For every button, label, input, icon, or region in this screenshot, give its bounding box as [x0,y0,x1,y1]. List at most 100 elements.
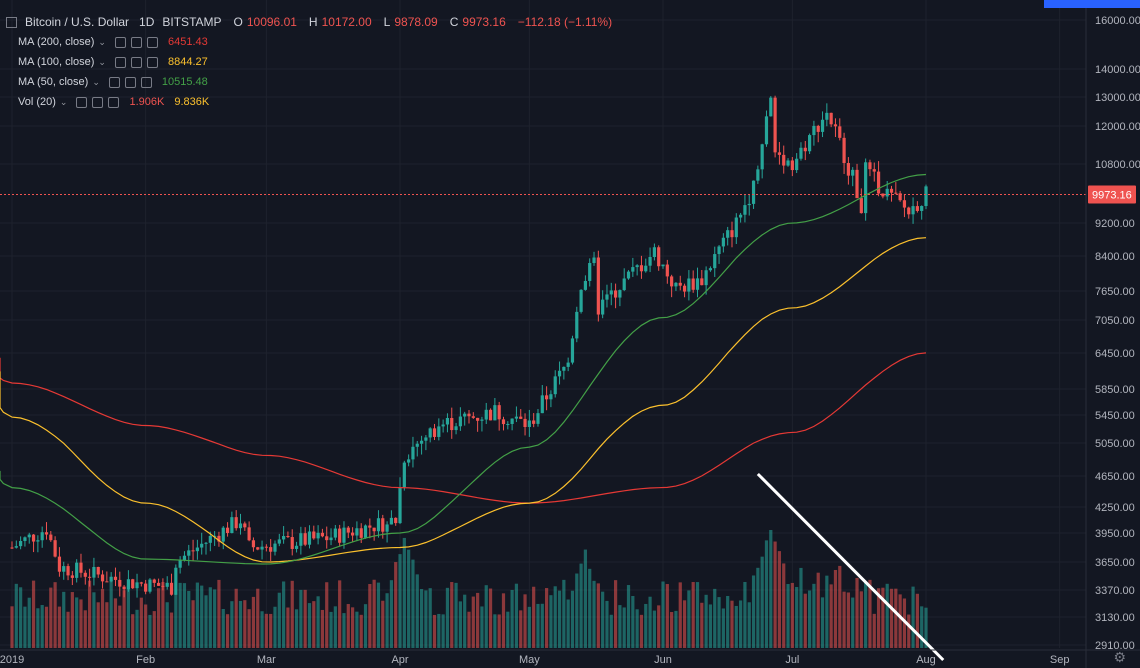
volume-bar [217,579,221,648]
candle-body [174,567,178,595]
candle-body [23,537,27,542]
candle-body [506,423,510,425]
chevron-down-icon[interactable]: ⌄ [98,37,106,47]
volume-bar [782,563,786,648]
candle-body [273,543,277,552]
indicator-value: 8844.27 [167,56,208,68]
settings-icon[interactable] [130,56,142,68]
volume-bar [338,580,342,648]
volume-bar [174,593,178,648]
volume-bar [273,606,277,648]
volume-bar [432,614,437,648]
eye-icon[interactable] [76,96,88,108]
candle-body [661,264,665,267]
candle-body [894,192,898,194]
chevron-down-icon[interactable]: ⌄ [92,77,100,87]
low-value: 9878.09 [394,15,438,29]
change-value: −112.18 (−1.11%) [517,15,613,29]
candle-body [751,180,756,204]
close-icon[interactable] [140,76,152,88]
candle-body [221,527,225,542]
indicator-ma200[interactable]: MA (200, close) ⌄ 6451.43 [6,32,612,52]
settings-icon[interactable] [124,76,136,88]
price-axis-tick: 12000.00 [1095,121,1140,133]
collapse-icon[interactable] [6,16,17,28]
candle-body [626,271,631,279]
chevron-down-icon[interactable]: ⌄ [59,97,68,107]
close-icon[interactable] [146,36,158,48]
candle-body [657,247,661,267]
volume-bar [316,596,320,648]
volume-bar [894,588,898,648]
candle-body [838,126,842,138]
price-axis-tick: 5050.00 [1095,438,1135,450]
candle-body [898,193,902,201]
volume-bar [320,609,325,648]
volume-bar [868,579,872,648]
last-price-tag [1088,185,1136,204]
candle-body [708,268,713,271]
volume-bar [169,612,174,648]
volume-bar [83,610,87,648]
candle-body [786,160,790,166]
candle-body [376,518,381,532]
volume-bar [902,598,907,648]
settings-icon[interactable] [92,96,104,108]
chevron-down-icon[interactable]: ⌄ [98,57,106,67]
candle-body [208,535,212,543]
candle-body [31,534,36,542]
price-axis-background [1086,0,1140,668]
volume-bar [652,610,656,648]
volume-bar [294,609,299,648]
volume-bar [325,582,329,648]
indicator-ma50[interactable]: MA (50, close) ⌄ 10515.48 [6,72,612,92]
volume-bar [618,605,622,648]
close-icon[interactable] [108,96,120,108]
top-blue-button[interactable] [1044,0,1140,8]
eye-icon[interactable] [108,76,120,88]
settings-icon[interactable] [130,36,142,48]
candle-body [251,540,256,548]
volume-bar [695,582,700,648]
candle-body [165,582,169,587]
volume-bar [407,549,411,648]
candle-body [864,162,868,214]
time-axis-tick: Apr [391,654,408,666]
candle-body [333,528,337,538]
volume-bar [480,606,484,648]
indicator-label[interactable]: MA (100, close) [18,56,95,68]
candle-body [260,546,264,550]
indicator-label[interactable]: MA (200, close) [18,36,95,48]
candle-body [907,207,911,215]
volume-bar [601,591,605,648]
price-axis-tick: 3130.00 [1095,612,1135,624]
eye-icon[interactable] [114,36,126,48]
volume-bar [721,608,725,648]
symbol-header: Bitcoin / U.S. Dollar 1D BITSTAMP O 10096… [6,12,612,32]
candle-body [195,547,199,552]
volume-bar [488,588,493,648]
indicator-label[interactable]: MA (50, close) [18,76,89,88]
indicator-ma100[interactable]: MA (100, close) ⌄ 8844.27 [6,52,612,72]
volume-bar [75,597,79,648]
symbol-name[interactable]: Bitcoin / U.S. Dollar [25,15,130,29]
candle-body [920,206,924,211]
indicator-volume[interactable]: Vol (20) ⌄ 1.906K 9.836K [6,92,612,112]
indicator-label[interactable]: Vol (20) [18,96,56,108]
interval[interactable]: 1D [139,15,155,29]
gear-icon[interactable]: ⚙ [1113,649,1126,665]
volume-bar [243,600,247,648]
eye-icon[interactable] [114,56,126,68]
candle-body [562,366,566,371]
price-axis-tick: 7050.00 [1095,315,1135,327]
close-icon[interactable] [146,56,158,68]
candle-body [428,428,432,438]
volume-bar [726,595,730,648]
candle-body [756,169,760,181]
volume-bar [523,594,527,648]
price-axis-tick: 16000.00 [1095,15,1140,27]
volume-bar [700,602,704,648]
candle-body [182,555,187,561]
candle-body [726,230,730,238]
